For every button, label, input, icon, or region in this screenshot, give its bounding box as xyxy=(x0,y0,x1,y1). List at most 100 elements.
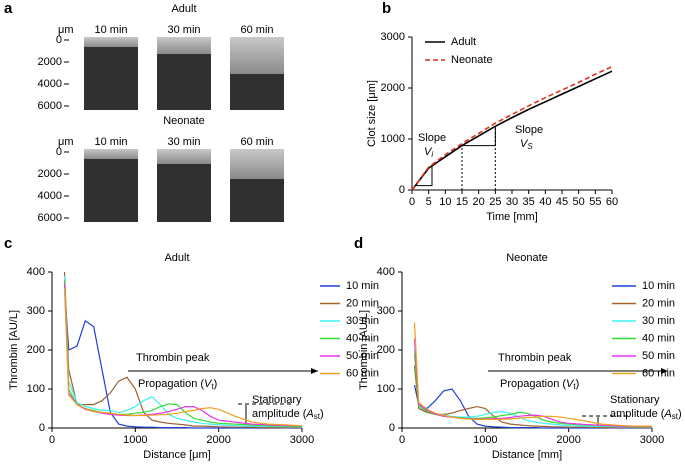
y-tick-label: 2000 xyxy=(38,168,62,180)
y-tick-label: 0 xyxy=(56,34,62,46)
panel-label: a xyxy=(4,0,13,17)
legend-label: 30 min xyxy=(346,315,379,327)
legend-label: 40 min xyxy=(346,332,379,344)
annotation: Slope xyxy=(515,124,543,136)
chart-title: Adult xyxy=(164,252,189,264)
arrow-head xyxy=(661,368,668,374)
annotation: Propagation (Vt) xyxy=(138,378,217,391)
x-tick-label: 0 xyxy=(409,196,415,208)
y-tick-label: 400 xyxy=(377,266,395,278)
x-tick-label: 35 xyxy=(523,196,535,208)
x-tick-label: 2000 xyxy=(206,434,230,446)
group-title: Adult xyxy=(171,3,196,15)
annotation: Propagation (Vt) xyxy=(500,378,579,391)
x-tick-label: 3000 xyxy=(290,434,314,446)
legend-label: 40 min xyxy=(642,332,675,344)
clot-region xyxy=(157,149,211,164)
legend-label: Adult xyxy=(451,36,476,48)
clot-region xyxy=(84,149,138,159)
time-label: 60 min xyxy=(240,24,273,36)
annotation: Slope xyxy=(418,132,446,144)
x-tick-label: 60 xyxy=(606,196,618,208)
series-line xyxy=(411,65,613,191)
chart-title: Neonate xyxy=(506,252,548,264)
clot-region xyxy=(84,37,138,47)
y-tick-label: 400 xyxy=(27,266,45,278)
legend-label: 60 min xyxy=(346,367,379,379)
legend-label: 10 min xyxy=(346,280,379,292)
legend-label: 20 min xyxy=(642,297,675,309)
y-tick-label: 300 xyxy=(27,305,45,317)
y-tick-label: 4000 xyxy=(38,78,62,90)
x-tick-label: 10 xyxy=(439,196,451,208)
unit-label: μm xyxy=(58,24,74,36)
series-line xyxy=(411,70,613,191)
annotation: Thrombin peak xyxy=(498,352,572,364)
panel-label: b xyxy=(382,0,391,17)
annotation: VS xyxy=(520,138,533,151)
gel-image xyxy=(84,37,138,110)
x-tick-label: 0 xyxy=(49,434,55,446)
legend-label: 50 min xyxy=(642,350,675,362)
annotation: Thrombin peak xyxy=(136,352,210,364)
y-axis-label: Thrombin [AU/L] xyxy=(358,310,370,390)
x-tick-label: 3000 xyxy=(640,434,664,446)
slope-triangle xyxy=(462,126,496,147)
y-tick-label: 1000 xyxy=(381,133,405,145)
annotation: amplitude (Ast) xyxy=(610,408,682,421)
clot-region xyxy=(230,37,284,74)
time-label: 30 min xyxy=(167,136,200,148)
y-tick-label: 200 xyxy=(377,344,395,356)
x-tick-label: 2000 xyxy=(556,434,580,446)
legend-label: Neonate xyxy=(451,54,493,66)
y-tick-label: 200 xyxy=(27,344,45,356)
x-tick-label: 1000 xyxy=(473,434,497,446)
panel-label: d xyxy=(354,235,363,252)
y-tick-label: 0 xyxy=(39,422,45,434)
y-tick-label: 6000 xyxy=(38,212,62,224)
y-tick-label: 6000 xyxy=(38,100,62,112)
y-tick-label: 100 xyxy=(27,383,45,395)
series-line xyxy=(63,287,303,427)
x-tick-label: 1000 xyxy=(123,434,147,446)
y-tick-label: 0 xyxy=(399,184,405,196)
clot-region xyxy=(230,149,284,179)
y-tick-label: 3000 xyxy=(381,31,405,43)
annotation: Stationary xyxy=(252,394,302,406)
x-tick-label: 45 xyxy=(556,196,568,208)
y-tick-label: 2000 xyxy=(38,56,62,68)
annotation: amplitude (Ast) xyxy=(252,408,324,421)
series-line xyxy=(63,271,302,429)
group-title: Neonate xyxy=(163,115,205,127)
y-tick-label: 0 xyxy=(389,422,395,434)
series-line xyxy=(413,384,652,429)
x-tick-label: 25 xyxy=(489,196,501,208)
x-tick-label: 30 xyxy=(506,196,518,208)
x-axis-label: Time [mm] xyxy=(486,211,538,223)
y-tick-label: 300 xyxy=(377,305,395,317)
series-line xyxy=(63,279,302,427)
unit-label: μm xyxy=(58,136,74,148)
arrow-head xyxy=(311,368,318,374)
x-axis-label: Distance [μm] xyxy=(143,449,210,461)
x-tick-label: 20 xyxy=(473,196,485,208)
annotation: Stationary xyxy=(610,394,660,406)
y-tick-label: 2000 xyxy=(381,82,405,94)
series-line xyxy=(413,338,653,427)
time-label: 60 min xyxy=(240,136,273,148)
x-tick-label: 15 xyxy=(456,196,468,208)
time-label: 10 min xyxy=(94,136,127,148)
y-tick-label: 0 xyxy=(56,146,62,158)
annotation: Vi xyxy=(424,146,433,159)
series-line xyxy=(63,275,302,428)
series-line xyxy=(413,322,652,427)
y-tick-label: 4000 xyxy=(38,190,62,202)
y-tick-label: 100 xyxy=(377,383,395,395)
legend-label: 10 min xyxy=(642,280,675,292)
x-axis-label: Distance [mm] xyxy=(492,449,562,461)
legend-label: 50 min xyxy=(346,350,379,362)
x-tick-label: 50 xyxy=(573,196,585,208)
time-label: 30 min xyxy=(167,24,200,36)
panel-label: c xyxy=(4,235,12,252)
